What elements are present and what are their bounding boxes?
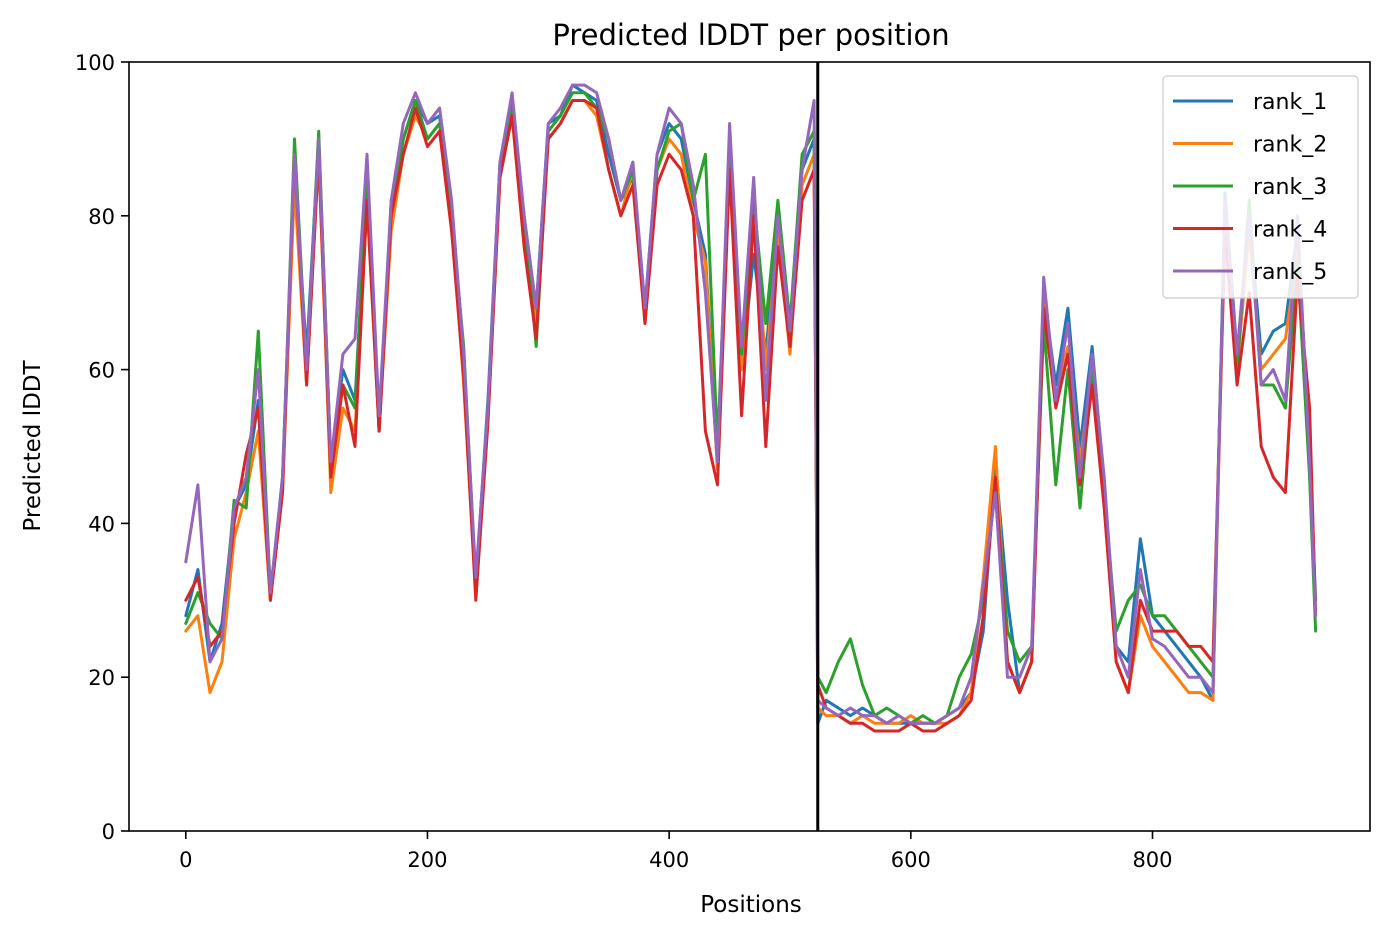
y-tick-label: 40: [88, 512, 115, 536]
legend-label-rank_5: rank_5: [1253, 260, 1327, 285]
x-tick-label: 200: [407, 848, 447, 872]
x-tick-label: 800: [1132, 848, 1172, 872]
legend-label-rank_1: rank_1: [1253, 90, 1327, 115]
legend-label-rank_2: rank_2: [1253, 133, 1327, 158]
series-group: [184, 83, 1318, 733]
y-tick-label: 80: [88, 205, 115, 229]
x-tick-label: 600: [891, 848, 931, 872]
legend-box: [1162, 75, 1359, 299]
y-tick-label: 20: [88, 666, 115, 690]
legend-label-rank_3: rank_3: [1253, 175, 1327, 200]
y-axis-label: Predicted lDDT: [20, 359, 46, 531]
y-tick-label: 0: [102, 820, 115, 844]
y-axis: 0 20 40 60 80 100: [75, 51, 129, 844]
x-axis-label: Positions: [700, 892, 802, 918]
y-tick-label: 60: [88, 359, 115, 383]
x-tick-label: 400: [649, 848, 689, 872]
plot-frame: [128, 61, 1371, 832]
plot-area: [128, 61, 1371, 832]
chart-title: Predicted lDDT per position: [552, 18, 949, 52]
legend-label-rank_4: rank_4: [1253, 218, 1327, 243]
legend: rank_1 rank_2 rank_3 rank_4 rank_5: [1162, 75, 1359, 299]
series-line-rank_4: [184, 99, 1318, 733]
x-tick-label: 0: [179, 848, 192, 872]
series-line-rank_5: [184, 83, 1318, 725]
y-tick-label: 100: [75, 51, 115, 75]
x-axis: 0 200 400 600 800: [179, 831, 1173, 872]
